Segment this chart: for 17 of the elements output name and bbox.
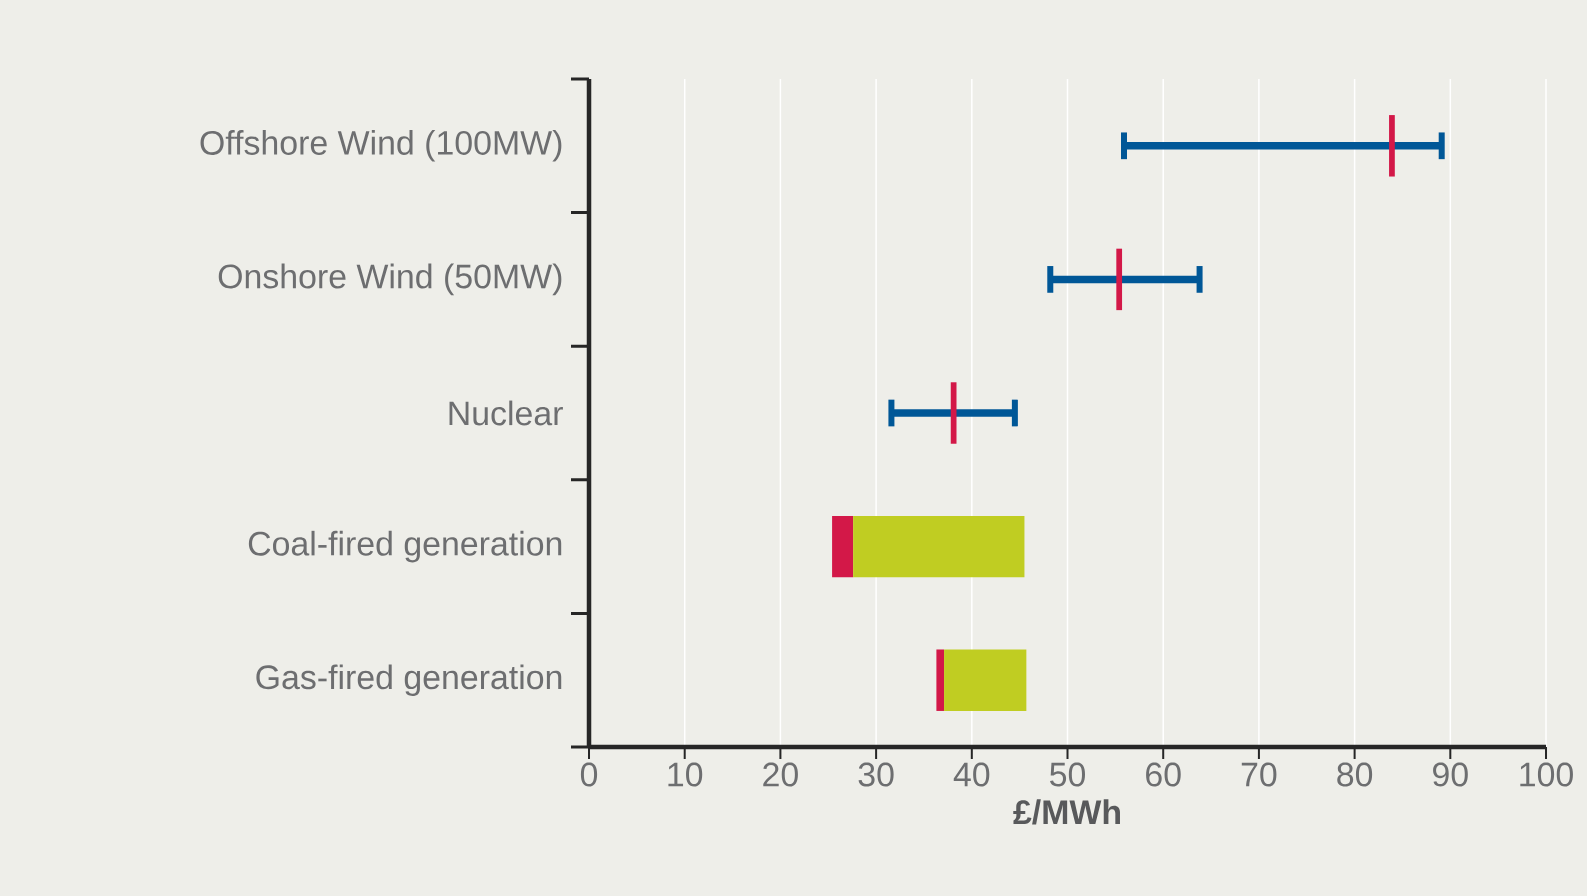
x-tick-label: 10: [668, 762, 703, 787]
x-tick-label: 90: [1433, 762, 1468, 787]
y-tick-label: Nuclear: [449, 400, 563, 426]
x-axis-title: £/MWh: [1013, 799, 1120, 825]
y-tick-label: Offshore Wind (100MW): [200, 130, 562, 162]
x-tick-label: 20: [763, 762, 798, 787]
x-tick-label: 80: [1337, 762, 1373, 787]
y-tick-label: Coal-fired generation: [248, 530, 562, 563]
y-tick-label: Onshore Wind (50MW): [218, 263, 562, 296]
x-tick-label: 0: [580, 762, 598, 787]
x-tick-label: 40: [953, 762, 990, 787]
y-tick-label: Gas-fired generation: [256, 664, 562, 696]
x-tick-label: 100: [1520, 762, 1573, 787]
x-tick-label: 70: [1241, 762, 1277, 787]
x-tick-label: 50: [1050, 762, 1086, 787]
x-tick-label: 30: [858, 762, 894, 787]
x-tick-label: 60: [1146, 762, 1181, 787]
